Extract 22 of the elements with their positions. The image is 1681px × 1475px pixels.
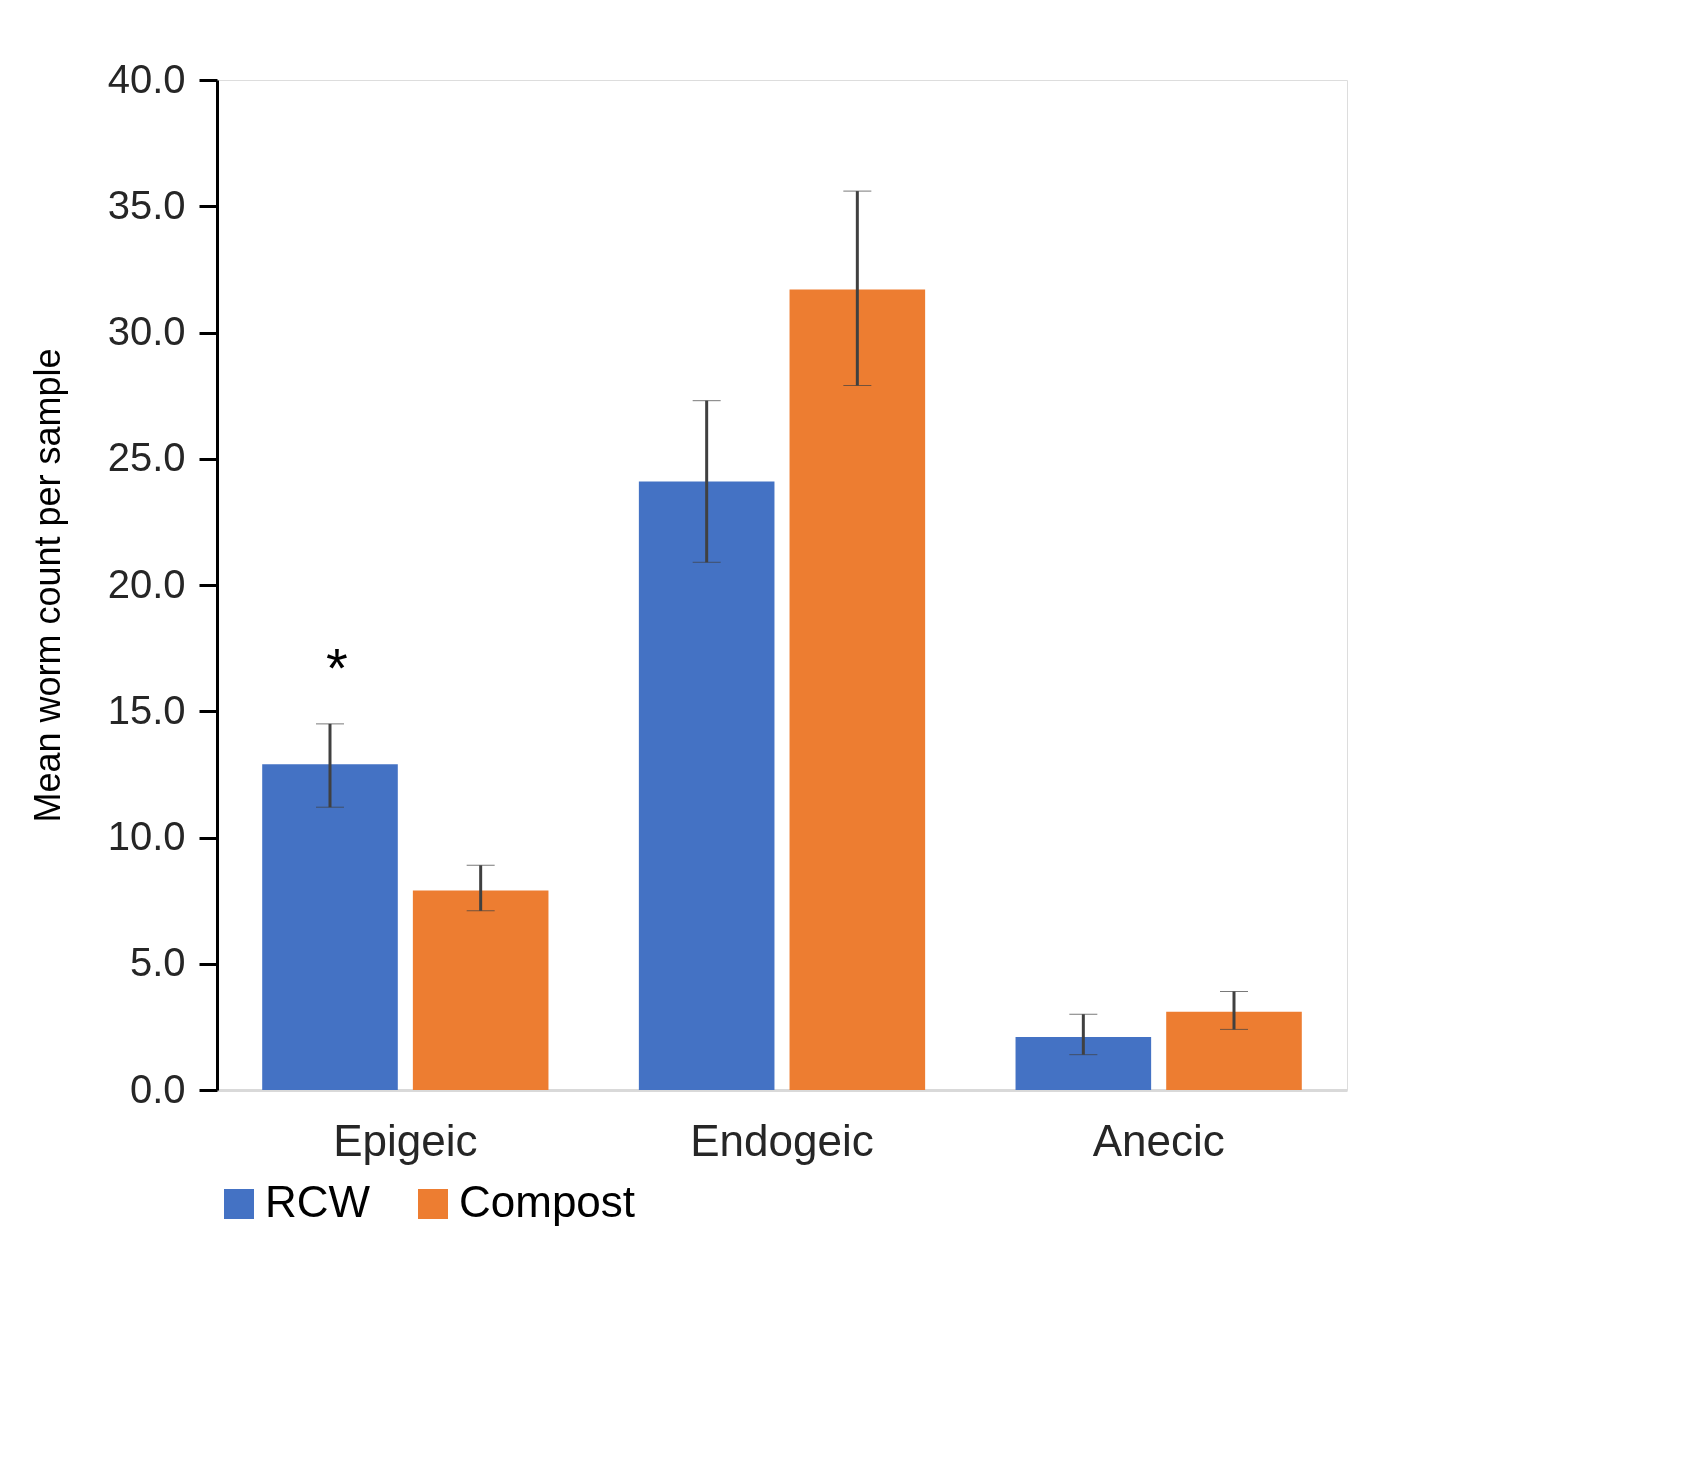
- y-tick-label: 25.0: [107, 435, 186, 480]
- y-tick-label: 15.0: [107, 687, 186, 732]
- y-tick-label: 30.0: [107, 309, 186, 353]
- y-tick-label: 10.0: [107, 814, 186, 858]
- legend-label: Compost: [459, 1177, 636, 1226]
- x-tick-label: Endogeic: [690, 1115, 874, 1165]
- bar: [789, 289, 926, 1090]
- y-tick-label: 20.0: [107, 561, 186, 606]
- y-tick-label: 5.0: [129, 940, 186, 985]
- x-tick-label: Anecic: [1092, 1115, 1225, 1165]
- bar: [638, 481, 775, 1090]
- y-axis-title: Mean worm count per sample: [26, 348, 68, 823]
- legend-label: RCW: [265, 1177, 371, 1226]
- bar: [412, 890, 549, 1090]
- y-tick-label: 40.0: [107, 56, 186, 101]
- y-tick-label: 35.0: [107, 182, 186, 227]
- bar: [262, 764, 398, 1090]
- x-tick-label: Epigeic: [333, 1115, 478, 1165]
- y-tick-label: 0.0: [129, 1066, 186, 1111]
- annotation: *: [326, 636, 348, 699]
- bar: [1166, 1011, 1302, 1090]
- bar: [1015, 1036, 1152, 1090]
